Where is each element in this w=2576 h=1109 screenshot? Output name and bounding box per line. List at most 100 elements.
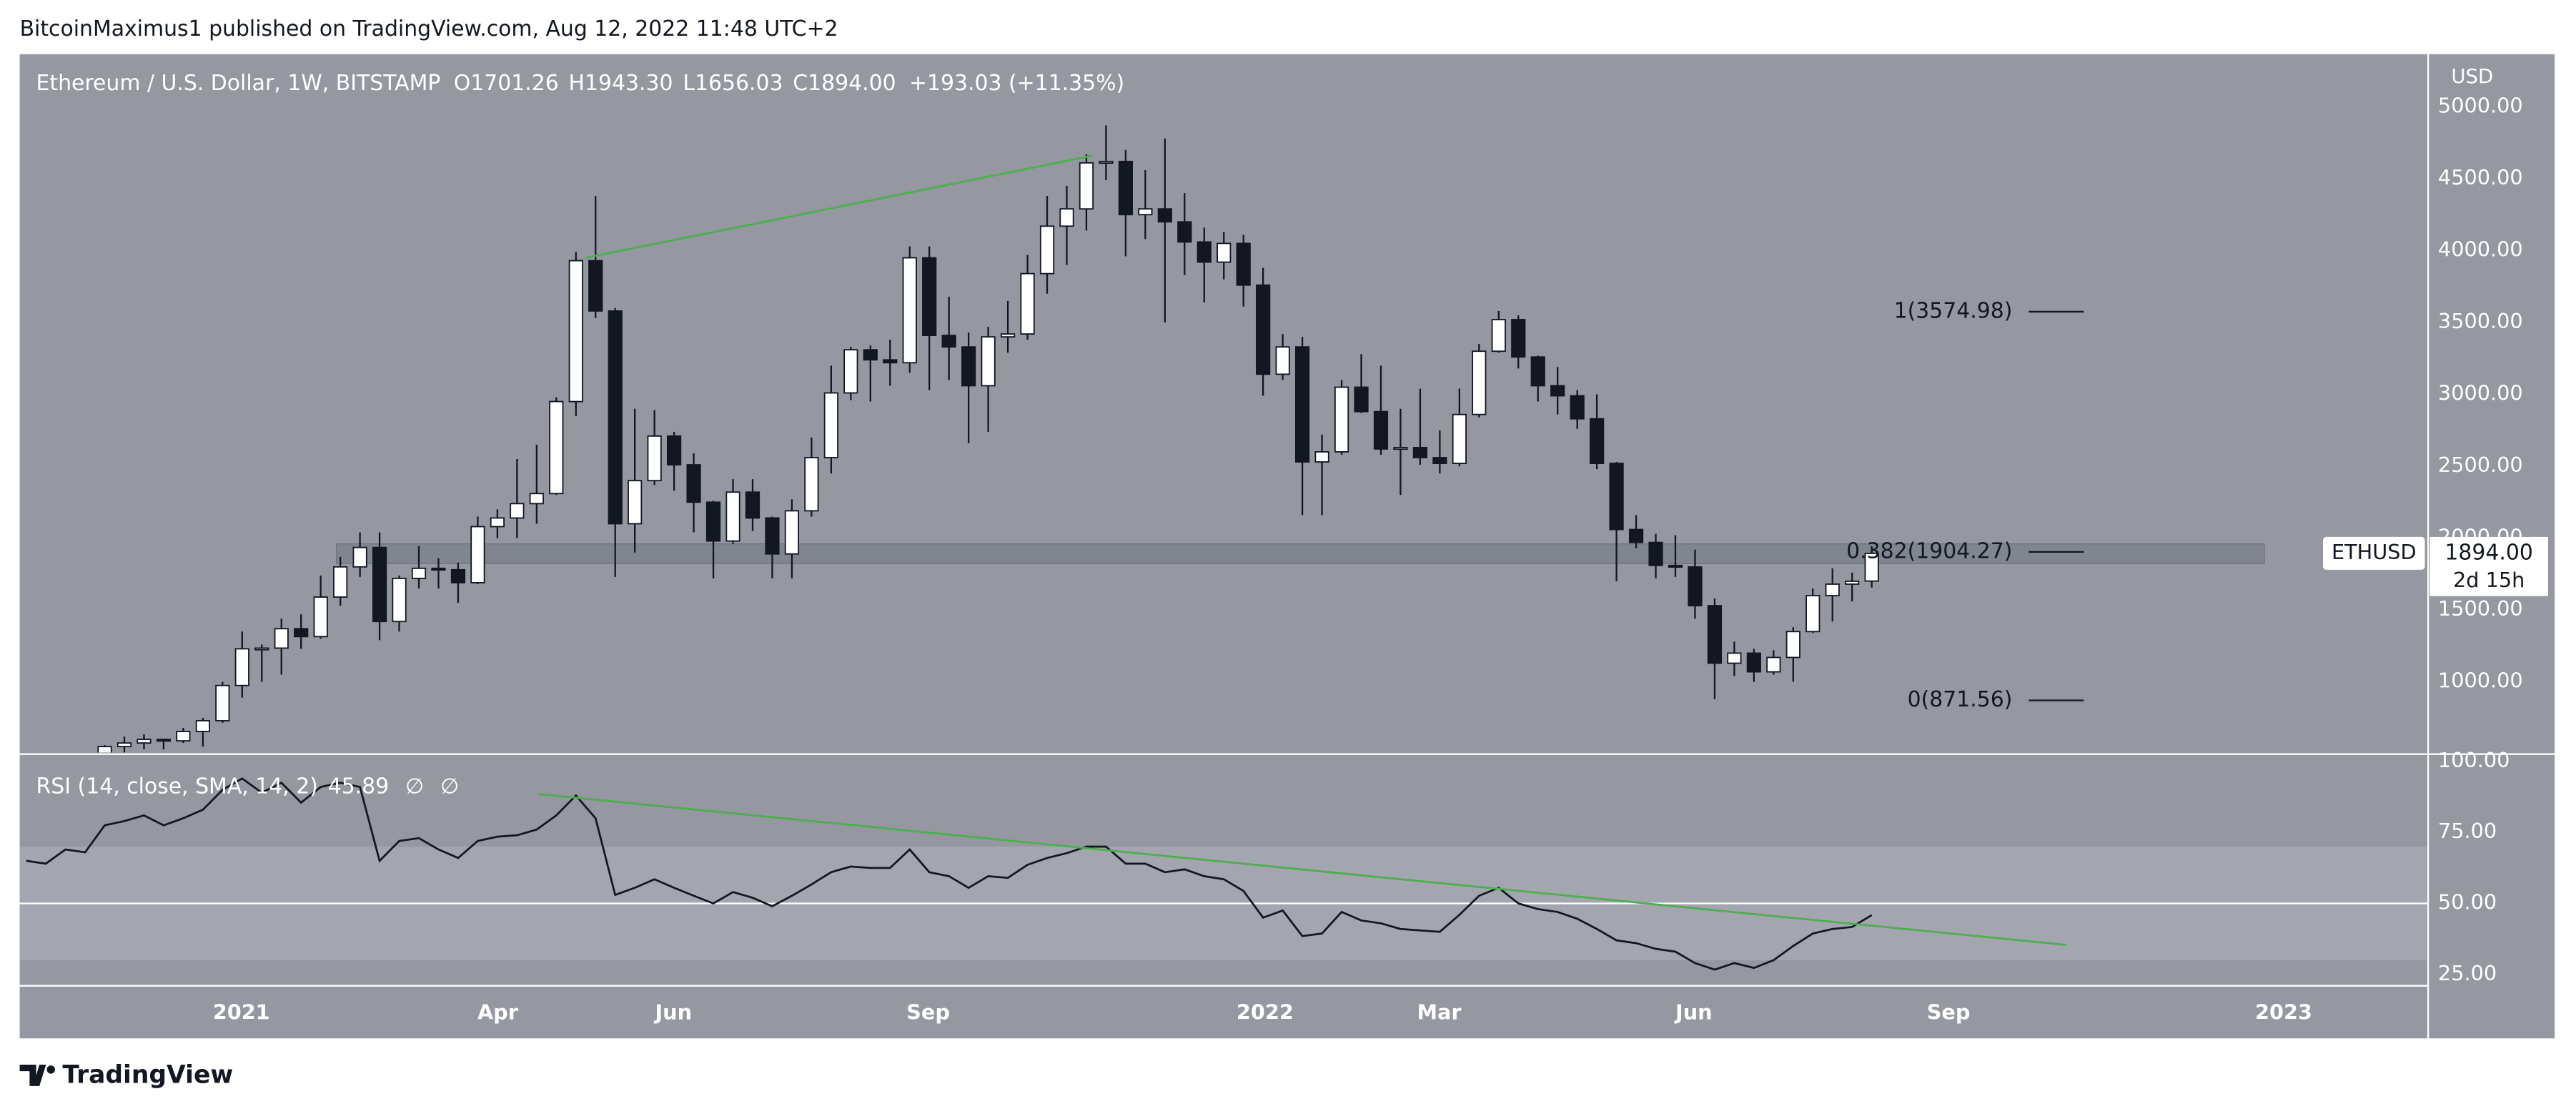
candle-body [450,568,466,583]
price-pane: 1(3574.98) 0.382(1904.27) 0(871.56) [97,125,2265,753]
legend-change: +193.03 (+11.35%) [909,71,1124,96]
candle-body [1138,208,1153,216]
candle-body [1294,346,1310,463]
candle-body [1668,564,1683,568]
candle-body [1845,580,1860,585]
candle-body [1236,242,1251,286]
fib-label: 0(871.56) [1908,687,2013,712]
candle-body [1354,386,1369,413]
candle-body [392,577,407,623]
candle-body [1197,241,1212,263]
x-tick-label: Sep [906,1000,950,1025]
candle-body [628,480,643,525]
candle-body [195,720,210,732]
candle-body [1590,418,1605,464]
candle-body [1217,242,1232,263]
candle-body [902,257,917,364]
candle-body [1609,463,1624,531]
candle-body [333,566,348,598]
candle-body [1648,541,1663,566]
candle-body [490,517,505,528]
rsi-tick-label: 25.00 [2438,961,2497,985]
y-tick-label: 4500.00 [2438,165,2523,189]
legend-value: 1701.26 [470,71,559,96]
candle-body [1825,583,1840,596]
candle-body [1157,208,1172,223]
x-tick-label: 2022 [1237,1000,1294,1025]
candle-body [1256,284,1271,375]
y-tick-label: 1000.00 [2438,669,2523,693]
candle-body [1020,272,1035,335]
candle-body [117,742,132,748]
candle-body [1000,333,1016,338]
rsi-trendline [538,793,2066,946]
y-tick-label: 1500.00 [2438,596,2523,621]
candle-body [372,546,387,623]
logo-dot [46,1065,55,1074]
candle-body [1688,566,1703,607]
rsi-tick-label: 75.00 [2438,819,2497,843]
candle-body [784,510,800,555]
y-tick-label: 2500.00 [2438,453,2523,477]
candle-body [1079,162,1094,210]
footer-brand: TradingView [62,1061,233,1090]
y-tick-label: 3500.00 [2438,309,2523,333]
candle-body [470,526,485,583]
candle-body [568,260,583,403]
footer-logo [19,1064,55,1086]
candle-body [1059,208,1074,227]
rsi-pane [26,777,2066,971]
candle-body [863,349,878,361]
rsi-title: RSI (14, close, SMA, 14, 2) [36,774,318,799]
candle-body [686,464,701,503]
candle-body [313,596,328,638]
candle-body [294,628,309,638]
candle-body [1314,451,1329,463]
support-zone [335,543,2265,564]
legend-key: C [793,71,808,96]
candle-body [1275,346,1290,375]
rsi-extra: ∅ [440,774,459,799]
price-legend: Ethereum / U.S. Dollar, 1W, BITSTAMP O170… [36,71,1125,96]
candle-body [1373,410,1389,450]
candle-body [843,349,858,394]
candle-body [156,739,172,742]
candle-body [1530,356,1545,387]
countdown: 2d 15h [2453,568,2525,592]
candle-body [1472,350,1487,415]
legend-key: H [569,71,585,96]
symbol-label: ETHUSD [2332,540,2417,564]
price-tag: ETHUSD 1894.00 2d 15h [2323,536,2548,596]
candle-body [1570,395,1585,420]
candle-body [1511,319,1526,358]
fib-label: 0.382(1904.27) [1846,538,2012,563]
rsi-background [19,847,2429,960]
axes: 1000.001500.002000.002500.003000.003500.… [213,93,2523,1024]
candle-body [431,567,446,571]
rsi-line [26,777,1873,971]
candle-body [1864,552,1879,582]
candle-body [274,628,289,649]
candle-body [608,310,623,525]
candle-body [804,457,819,512]
candle-body [941,335,956,348]
candle-body [1412,447,1428,458]
candle-body [352,546,367,568]
candle-body [1805,595,1820,633]
candle-body [411,567,427,579]
candle-body [666,435,682,465]
legend-value: 1943.30 [585,71,673,96]
candle-body [215,684,230,721]
x-tick-label: Apr [477,1000,519,1025]
candle-body [1039,225,1055,275]
candle-body [137,739,152,744]
x-tick-label: Jun [1674,1000,1713,1025]
candle-body [765,517,780,555]
candle-body [1766,656,1781,673]
candle-body [1491,319,1506,353]
candle-body [529,493,544,505]
candle-body [1432,457,1447,464]
candle-body [1118,160,1133,216]
rsi-legend: RSI (14, close, SMA, 14, 2) 45.89 ∅ ∅ [36,774,460,799]
